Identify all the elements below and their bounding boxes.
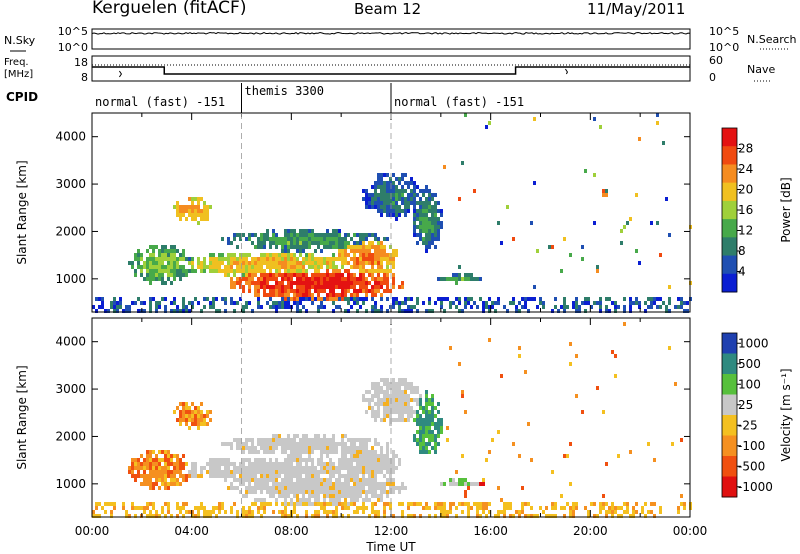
colorbar-tick-label: 20 bbox=[738, 183, 753, 197]
noise-right-tick-high: 10^5 bbox=[709, 25, 739, 38]
cpid-segment-label: normal (fast) -151 bbox=[394, 95, 524, 109]
noise-sky-label: N.Sky bbox=[4, 34, 36, 47]
colorbar-tick-label: 24 bbox=[738, 162, 753, 176]
y-axis-label: Slant Range [km] bbox=[15, 365, 29, 469]
power-heatmap-cells bbox=[92, 113, 692, 313]
colorbar-tick-label: 100 bbox=[738, 377, 761, 391]
colorbar-tick-label: 25 bbox=[738, 398, 753, 412]
freq-tick-low: 8 bbox=[81, 71, 88, 84]
colorbar-tick-label: -1000 bbox=[738, 480, 773, 494]
x-tick-label: 20:00 bbox=[573, 524, 608, 538]
cpid-segment-label: themis 3300 bbox=[245, 84, 324, 98]
x-tick-label: 16:00 bbox=[473, 524, 508, 538]
colorbar-tick-label: 1000 bbox=[738, 336, 769, 350]
colorbar-swatch bbox=[722, 200, 737, 220]
colorbar-tick-label: 4 bbox=[738, 265, 746, 279]
colorbar-tick-label: 8 bbox=[738, 244, 746, 258]
y-tick-label: 1000 bbox=[55, 477, 86, 491]
colorbar-swatch bbox=[722, 237, 737, 257]
x-axis-label: Time UT bbox=[365, 540, 416, 554]
colorbar-tick-label: 12 bbox=[738, 224, 753, 238]
noise-sky-trace bbox=[91, 31, 691, 47]
colorbar-swatch bbox=[722, 353, 737, 375]
colorbar-swatch bbox=[722, 182, 737, 202]
freq-label-line1: Freq. bbox=[4, 57, 29, 68]
colorbar-frame bbox=[721, 332, 738, 498]
date-title: 11/May/2011 bbox=[587, 0, 686, 18]
noise-left-tick-low: 10^0 bbox=[58, 41, 88, 54]
y-tick-label: 4000 bbox=[55, 130, 86, 144]
freq-outliers bbox=[118, 68, 568, 78]
x-tick-label: 12:00 bbox=[374, 524, 409, 538]
y-tick-label: 3000 bbox=[55, 177, 86, 191]
noise-panel-frame bbox=[91, 28, 691, 50]
colorbar-swatch bbox=[722, 273, 737, 293]
noise-search-label: N.Search bbox=[747, 33, 797, 46]
freq-tick-high: 18 bbox=[74, 56, 88, 69]
nave-label: Nave bbox=[747, 63, 775, 76]
colorbar-tick-label: 500 bbox=[738, 357, 761, 371]
y-tick-label: 2000 bbox=[55, 224, 86, 238]
beam-title: Beam 12 bbox=[354, 0, 422, 18]
colorbar-tick-label: -100 bbox=[738, 439, 765, 453]
colorbar-swatch bbox=[722, 456, 737, 477]
station-title: Kerguelen (fitACF) bbox=[92, 0, 247, 18]
noise-left-tick-high: 10^5 bbox=[58, 25, 88, 38]
y-tick-label: 1000 bbox=[55, 272, 86, 286]
cpid-label: CPID bbox=[6, 90, 38, 104]
x-tick-label: 04:00 bbox=[174, 524, 209, 538]
nave-tick-low: 0 bbox=[709, 71, 716, 84]
colorbar-swatch bbox=[722, 128, 737, 147]
x-tick-label: 00:00 bbox=[75, 524, 110, 538]
colorbar-swatch bbox=[722, 164, 737, 184]
colorbar-swatch bbox=[722, 415, 737, 436]
freq-trace bbox=[92, 66, 690, 75]
colorbar-swatch bbox=[722, 394, 737, 416]
colorbar-swatch bbox=[722, 374, 737, 395]
cpid-segment-label: normal (fast) -151 bbox=[95, 95, 225, 109]
velocity-heatmap-cells bbox=[92, 322, 692, 518]
y-axis-label: Slant Range [km] bbox=[15, 160, 29, 264]
colorbar-swatch bbox=[722, 146, 737, 165]
y-tick-label: 4000 bbox=[55, 335, 86, 349]
colorbar-label: Velocity [m s⁻¹] bbox=[779, 368, 793, 461]
freq-label-line2: [MHz] bbox=[4, 69, 33, 80]
colorbar-tick-label: 16 bbox=[738, 203, 753, 217]
colorbar-swatch bbox=[722, 219, 737, 238]
noise-right-tick-low: 10^0 bbox=[709, 41, 739, 54]
colorbar-tick-label: 28 bbox=[738, 142, 753, 156]
y-tick-label: 2000 bbox=[55, 429, 86, 443]
x-tick-label: 08:00 bbox=[274, 524, 309, 538]
nave-tick-high: 60 bbox=[709, 54, 723, 67]
x-tick-label: 00:00 bbox=[673, 524, 708, 538]
colorbar-swatch bbox=[722, 333, 737, 354]
colorbar-label: Power [dB] bbox=[779, 177, 793, 242]
freq-panel-frame bbox=[91, 55, 691, 82]
colorbar-swatch bbox=[722, 435, 737, 457]
colorbar-swatch bbox=[722, 255, 737, 275]
colorbar-tick-label: -25 bbox=[738, 418, 758, 432]
colorbar-swatch bbox=[722, 476, 737, 498]
colorbar-tick-label: -500 bbox=[738, 459, 765, 473]
y-tick-label: 3000 bbox=[55, 382, 86, 396]
